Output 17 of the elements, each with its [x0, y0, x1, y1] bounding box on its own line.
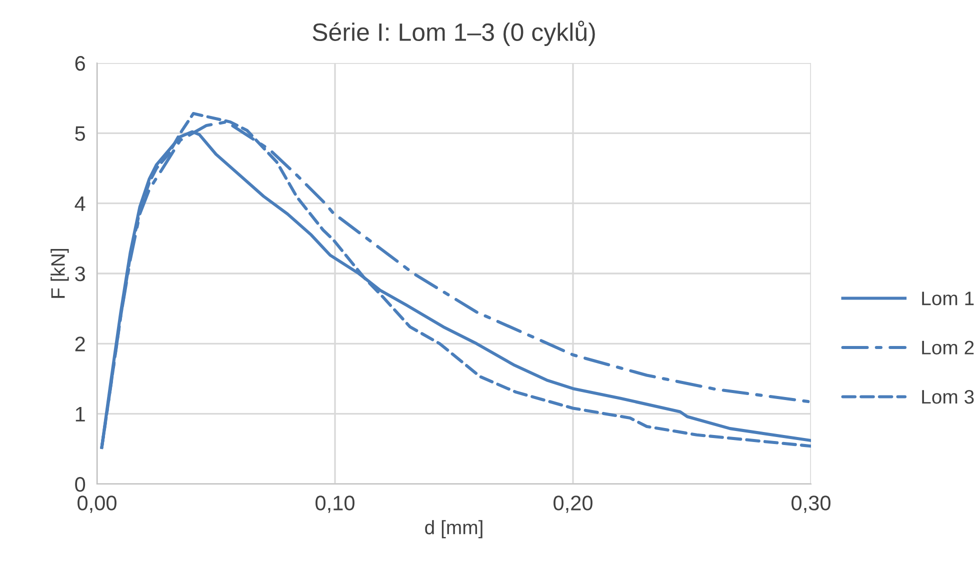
- y-tick-label: 5: [75, 126, 86, 141]
- legend-label: Lom 2: [922, 340, 974, 354]
- y-tick-label: 1: [76, 407, 85, 422]
- chart-title: Série I: Lom 1–3 (0 cyklů): [312, 20, 595, 46]
- y-tick-label: 0: [75, 477, 86, 492]
- y-tick-label: 6: [75, 56, 85, 71]
- x-tick-label: 0,10: [316, 496, 354, 513]
- y-tick-label: 3: [75, 266, 85, 282]
- x-tick-label: 0,20: [554, 496, 592, 513]
- y-axis-title: F [kN]: [50, 248, 69, 298]
- y-tick-label: 2: [75, 336, 85, 352]
- x-tick-label: 0,30: [792, 496, 830, 513]
- legend-label: Lom 3: [922, 390, 974, 404]
- legend-label: Lom 1: [922, 292, 974, 306]
- x-axis-title: d [mm]: [425, 520, 482, 538]
- y-tick-label: 4: [74, 196, 86, 211]
- x-tick-label: 0,00: [78, 496, 116, 513]
